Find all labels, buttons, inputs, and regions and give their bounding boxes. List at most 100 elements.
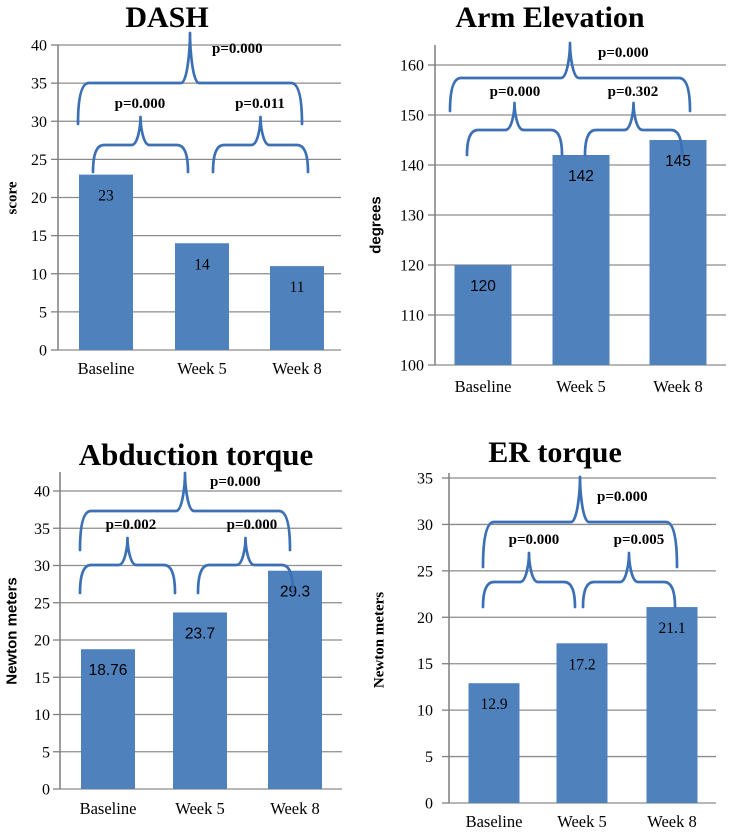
y-tick-label: 20 [417, 610, 433, 627]
y-tick-label: 15 [34, 670, 50, 687]
significance-bracket-inner [211, 115, 310, 174]
y-axis-title-abduction-torque: Newton meters [3, 577, 21, 685]
abduction-torque-chart-plot: 0 5 10 15 20 25 30 35 40 18.76 Baseline 23.7 Week 5 2… [34, 471, 342, 818]
bar-baseline [454, 265, 512, 365]
y-tick-label: 40 [34, 484, 50, 501]
p-value-label: p=0.000 [115, 96, 166, 112]
y-tick-label: 25 [31, 152, 47, 169]
y-tick-label: 0 [42, 782, 50, 799]
y-tick-label: 20 [31, 190, 47, 207]
dash-chart-plot: 0 5 10 15 20 25 30 35 40 23 Baseline 14 Week 5 11 Week… [31, 31, 341, 378]
y-tick-label: 140 [400, 158, 424, 175]
y-tick-label: 15 [417, 656, 433, 673]
bar-value-label: 12.9 [480, 696, 507, 713]
x-axis-label-week-5: Week 5 [175, 799, 225, 818]
y-tick-label: 30 [417, 517, 433, 534]
y-tick-label: 110 [401, 308, 424, 325]
x-axis-label-week-8: Week 8 [270, 799, 320, 818]
chart-cell-er-torque: ER torque Newton meters 0 5 10 15 20 25 30 35 12… [365, 418, 730, 835]
significance-bracket-outer [448, 41, 692, 113]
bar-value-label: 14 [194, 256, 210, 273]
p-value-label: p=0.000 [212, 41, 263, 57]
y-axis-title-arm-elevation: degrees [367, 196, 385, 254]
significance-bracket-inner [581, 551, 677, 609]
y-tick-label: 10 [31, 266, 47, 283]
bar-week-8 [268, 570, 322, 789]
bar-week-5 [556, 643, 608, 803]
y-tick-label: 20 [34, 633, 50, 650]
y-tick-label: 120 [400, 258, 424, 275]
chart-title-dash: DASH [125, 1, 209, 34]
y-tick-label: 5 [39, 304, 47, 321]
bar-baseline [81, 649, 135, 789]
chart-cell-arm-elevation: Arm Elevation degrees 100 110 120 130 140 150… [365, 0, 730, 417]
y-tick-label: 10 [34, 707, 50, 724]
y-tick-label: 30 [31, 114, 47, 131]
bar-baseline [79, 174, 133, 350]
x-axis-label-baseline: Baseline [80, 799, 137, 818]
bar-value-label: 29.3 [280, 584, 310, 601]
y-tick-label: 35 [34, 521, 50, 538]
arm-elevation-chart-plot: 100 110 120 130 140 150 160 120 Baseline 142 Week … [400, 41, 726, 396]
y-tick-label: 150 [400, 108, 424, 125]
p-value-label: p=0.005 [614, 532, 665, 548]
p-value-label: p=0.000 [227, 517, 278, 533]
significance-bracket-inner [583, 101, 684, 157]
y-tick-label: 10 [417, 703, 433, 720]
bar-week-5 [175, 243, 229, 350]
p-value-label: p=0.011 [235, 96, 285, 112]
p-value-label: p=0.000 [597, 489, 648, 505]
x-axis-label-week-5: Week 5 [557, 812, 607, 831]
bar-value-label: 21.1 [658, 620, 685, 637]
y-tick-label: 30 [34, 558, 50, 575]
y-tick-label: 40 [31, 38, 47, 55]
p-value-label: p=0.002 [106, 517, 157, 533]
y-tick-label: 35 [417, 471, 433, 488]
y-tick-label: 160 [400, 58, 424, 75]
significance-bracket-inner [465, 101, 564, 157]
x-axis-label-baseline: Baseline [455, 377, 512, 396]
bar-week-5 [173, 612, 227, 789]
bar-value-label: 142 [568, 168, 594, 185]
bar-week-5 [552, 155, 610, 365]
chart-title-arm-elevation: Arm Elevation [455, 1, 645, 34]
y-tick-label: 35 [31, 76, 47, 93]
x-axis-label-week-8: Week 8 [653, 377, 703, 396]
bar-value-label: 11 [290, 279, 305, 296]
x-axis-label-week-5: Week 5 [556, 377, 606, 396]
bar-value-label: 18.76 [89, 662, 128, 679]
p-value-label: p=0.000 [210, 474, 261, 490]
significance-bracket-inner [481, 551, 577, 609]
bar-value-label: 23.7 [185, 625, 215, 642]
y-tick-label: 100 [400, 358, 424, 375]
y-axis-title-dash: score [4, 181, 21, 215]
significance-bracket-inner [91, 115, 190, 174]
bar-value-label: 145 [665, 153, 691, 170]
x-axis-label-week-5: Week 5 [177, 359, 227, 378]
x-axis-label-week-8: Week 8 [647, 812, 697, 831]
significance-bracket-inner [78, 536, 177, 595]
p-value-label: p=0.000 [490, 84, 541, 100]
y-tick-label: 5 [425, 749, 433, 766]
p-value-label: p=0.000 [598, 45, 649, 61]
y-tick-label: 130 [400, 208, 424, 225]
er-torque-chart-plot: 0 5 10 15 20 25 30 35 12.9 Baseline 17.2 Week 5 21.1… [417, 471, 716, 831]
bar-week-8 [270, 266, 324, 350]
p-value-label: p=0.000 [509, 532, 560, 548]
y-tick-label: 0 [39, 343, 47, 360]
p-value-label: p=0.302 [608, 84, 659, 100]
x-axis-label-baseline: Baseline [466, 812, 523, 831]
chart-cell-abduction-torque: Abduction torque Newton meters 0 5 10 15 20 2… [0, 418, 365, 835]
bar-baseline [468, 683, 520, 803]
significance-bracket-inner [196, 536, 295, 595]
bar-value-label: 23 [98, 188, 114, 205]
significance-bracket-outer [76, 31, 304, 126]
y-axis-title-er-torque: Newton meters [371, 591, 388, 689]
x-axis-label-baseline: Baseline [78, 359, 135, 378]
bar-value-label: 17.2 [568, 656, 595, 673]
significance-bracket-outer [78, 471, 292, 552]
y-tick-label: 15 [31, 228, 47, 245]
bar-week-8 [649, 140, 707, 365]
significance-bracket-outer [481, 475, 679, 569]
